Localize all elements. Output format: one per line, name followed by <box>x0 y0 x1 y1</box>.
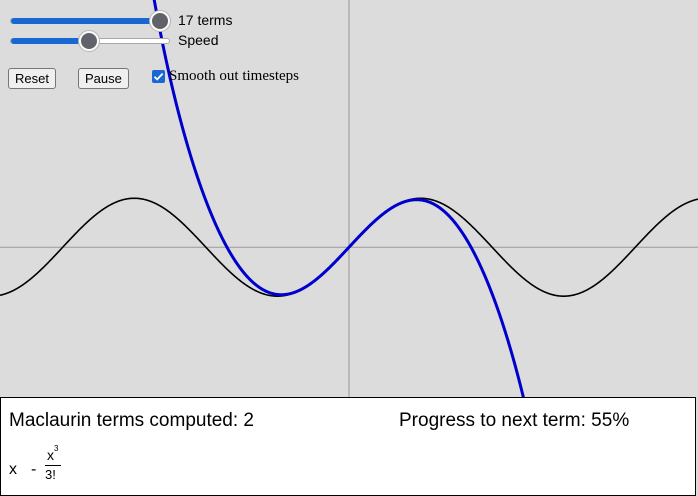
fraction-denominator: 3! <box>45 467 56 482</box>
terms-computed-text: Maclaurin terms computed: 2 <box>9 410 254 431</box>
progress-text: Progress to next term: 55% <box>399 410 630 431</box>
fraction-exponent: 3 <box>54 444 59 453</box>
info-panel: Maclaurin terms computed: 2 Progress to … <box>0 397 696 496</box>
reset-button[interactable]: Reset <box>8 68 56 89</box>
speed-slider-label: Speed <box>178 32 219 48</box>
terms-slider-fill <box>11 18 169 24</box>
speed-slider-thumb[interactable] <box>79 31 99 51</box>
smooth-timesteps-checkbox[interactable] <box>152 70 165 83</box>
terms-slider-thumb[interactable] <box>150 11 170 31</box>
plot-canvas <box>0 0 698 398</box>
fraction-bar <box>45 465 61 466</box>
speed-slider-fill <box>11 38 90 44</box>
fraction-numerator: x <box>47 447 54 463</box>
maclaurin-approximation-curve <box>152 0 526 398</box>
terms-slider-track[interactable] <box>10 18 170 24</box>
terms-slider-label: 17 terms <box>178 12 233 28</box>
plot-area: 17 terms Speed Reset Pause Smooth out ti… <box>0 0 698 398</box>
series-operator: - <box>31 461 37 478</box>
smooth-timesteps-label: Smooth out timesteps <box>169 68 300 84</box>
series-first-term: x <box>9 461 17 478</box>
checkmark-icon <box>153 72 164 81</box>
pause-button[interactable]: Pause <box>78 68 129 89</box>
